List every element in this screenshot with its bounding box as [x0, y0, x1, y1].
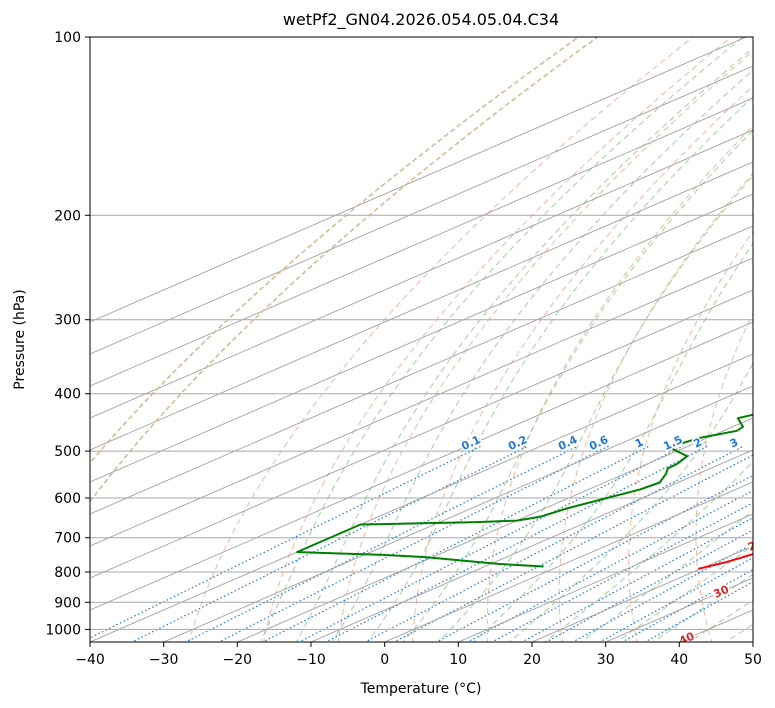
mixing-ratio-line [435, 474, 753, 642]
isotherm-label: 40 [677, 630, 697, 648]
isotherm [458, 513, 753, 642]
y-tick-label: 100 [54, 30, 81, 46]
isotherm [90, 289, 753, 579]
dry-adiabat [486, 125, 753, 642]
x-tick-label: 30 [597, 652, 615, 668]
x-tick-label: −30 [149, 652, 179, 668]
y-tick-label: 700 [54, 531, 81, 547]
y-tick-label: 600 [54, 491, 81, 507]
dry-adiabat [761, 37, 775, 644]
x-tick-label: 20 [523, 652, 541, 668]
mixing-ratio-line [261, 445, 650, 642]
mixing-ratio-label: 3 [728, 436, 740, 451]
moist-adiabat [508, 362, 753, 642]
isotherm [90, 97, 753, 387]
y-tick-label: 1000 [45, 622, 81, 638]
moist-adiabat [544, 460, 753, 642]
isotherm [237, 417, 753, 642]
isotherm [90, 65, 753, 355]
isotherms [90, 37, 753, 642]
y-ticks: 100 200 300 400 500 600 700 800 900 1000 [45, 30, 90, 638]
boundary-curve [90, 37, 579, 464]
isotherm [90, 225, 753, 515]
isotherm [310, 449, 753, 642]
x-tick-label: −10 [296, 652, 326, 668]
x-tick-label: 40 [670, 652, 688, 668]
mixing-ratio-label: 0.4 [556, 433, 579, 453]
mixing-ratio-lines [90, 445, 753, 642]
isotherm [384, 481, 753, 642]
isotherm [90, 37, 747, 323]
isotherm [90, 257, 753, 547]
mixing-ratio-line [363, 445, 745, 642]
dry-adiabat [337, 50, 753, 642]
mixing-ratio-line [643, 581, 753, 642]
y-tick-label: 300 [54, 313, 81, 329]
dry-boundary-curve [90, 37, 599, 503]
mixing-ratio-line [545, 529, 753, 642]
mixing-ratio-line [520, 517, 753, 642]
mixing-ratio-line [491, 502, 753, 642]
isotherm [90, 161, 753, 451]
mixing-ratio-label: 4 [754, 435, 767, 450]
mixing-ratio-line [90, 445, 482, 639]
y-tick-label: 200 [54, 208, 81, 224]
x-tick-label: −40 [75, 652, 105, 668]
mixing-ratio-line [297, 445, 684, 642]
y-tick-label: 800 [54, 565, 81, 581]
y-tick-label: 900 [54, 595, 81, 611]
moist-adiabat [437, 174, 753, 642]
isotherm [90, 321, 753, 611]
isotherm-label: 20 [746, 536, 766, 554]
isotherm [90, 193, 753, 483]
isotherm [163, 385, 753, 642]
mixing-ratio-labels: 0.10.20.40.611.52346810131620253036 [458, 431, 767, 454]
isotherm [752, 641, 753, 642]
mixing-ratio-line [324, 445, 709, 642]
dewpoint-profile [296, 413, 753, 568]
y-tick-label: 400 [54, 387, 81, 403]
moist-adiabat [259, 37, 744, 642]
isotherm [531, 545, 753, 642]
y-axis-label: Pressure (hPa) [12, 289, 28, 389]
plot-area: -100-90-80-70-60-50-40-30-20-10010203040… [90, 37, 775, 648]
x-tick-label: 0 [380, 652, 389, 668]
isotherm-label: 30 [712, 583, 732, 601]
mixing-ratio-label: 1.5 [661, 433, 684, 453]
isotherm [90, 129, 753, 419]
mixing-ratio-label: 0.6 [587, 433, 610, 453]
x-axis-label: Temperature (°C) [360, 681, 482, 697]
chart-title: wetPf2_GN04.2026.054.05.04.C34 [283, 10, 559, 30]
moist-adiabat [331, 69, 753, 642]
plot-frame [89, 36, 754, 643]
moist-adiabat [367, 96, 753, 642]
x-ticks: −40 −30 −20 −10 0 10 20 30 40 50 [75, 642, 762, 668]
isobars [90, 37, 753, 630]
mixing-ratio-label: 0.2 [506, 433, 529, 453]
x-tick-label: 10 [449, 652, 467, 668]
x-tick-label: 50 [744, 652, 762, 668]
boundary-curve [90, 37, 599, 503]
moist-adiabat [724, 623, 753, 642]
mixing-ratio-label: 0.1 [459, 433, 482, 453]
moist-adiabat [579, 510, 753, 642]
mixing-ratio-line [217, 445, 610, 642]
moist-adiabat [651, 573, 753, 642]
x-tick-label: −20 [223, 652, 253, 668]
moist-adiabat [473, 242, 753, 642]
profiles [296, 413, 753, 570]
moist-adiabat [295, 47, 753, 642]
y-tick-label: 500 [54, 444, 81, 460]
